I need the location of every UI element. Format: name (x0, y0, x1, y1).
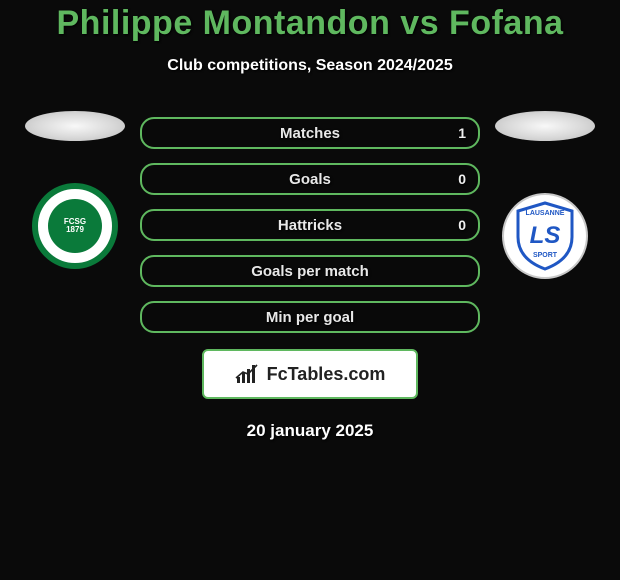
comparison-card: Philippe Montandon vs Fofana Club compet… (0, 0, 620, 580)
stat-label: Min per goal (266, 309, 354, 326)
player-left-avatar-placeholder (25, 111, 125, 141)
stat-label: Goals (289, 171, 331, 188)
stat-label: Matches (280, 125, 340, 142)
stat-right-value: 0 (458, 171, 466, 187)
stat-label: Goals per match (251, 263, 369, 280)
stats-column: Matches 1 Goals 0 Hattricks 0 Goals per … (140, 111, 480, 333)
date-line: 20 january 2025 (0, 421, 620, 441)
club-left-logo: FCSG 1879 (32, 183, 118, 269)
stat-label: Hattricks (278, 217, 342, 234)
player-right-avatar-placeholder (495, 111, 595, 141)
bar-chart-icon (235, 363, 261, 385)
club-right-bottom-text: SPORT (533, 252, 558, 259)
stat-row-min-per-goal: Min per goal (140, 301, 480, 333)
club-right-code: LS (530, 222, 561, 249)
stat-right-value: 1 (458, 125, 466, 141)
stat-row-hattricks: Hattricks 0 (140, 209, 480, 241)
player-right-column: LAUSANNE LS SPORT (480, 111, 610, 279)
brand-text: FcTables.com (267, 364, 386, 385)
page-title: Philippe Montandon vs Fofana (0, 4, 620, 43)
shield-icon: LAUSANNE LS SPORT (514, 201, 576, 271)
stat-right-value: 0 (458, 217, 466, 233)
stat-row-matches: Matches 1 (140, 117, 480, 149)
subtitle: Club competitions, Season 2024/2025 (0, 57, 620, 75)
club-left-logo-inner: FCSG 1879 (48, 199, 102, 253)
club-right-top-text: LAUSANNE (526, 210, 565, 217)
stat-row-goals-per-match: Goals per match (140, 255, 480, 287)
stat-row-goals: Goals 0 (140, 163, 480, 195)
club-left-year: 1879 (66, 226, 84, 234)
brand-badge: FcTables.com (202, 349, 418, 399)
main-row: FCSG 1879 Matches 1 Goals 0 Hattricks 0 (0, 111, 620, 333)
player-left-column: FCSG 1879 (10, 111, 140, 269)
club-right-logo: LAUSANNE LS SPORT (502, 193, 588, 279)
